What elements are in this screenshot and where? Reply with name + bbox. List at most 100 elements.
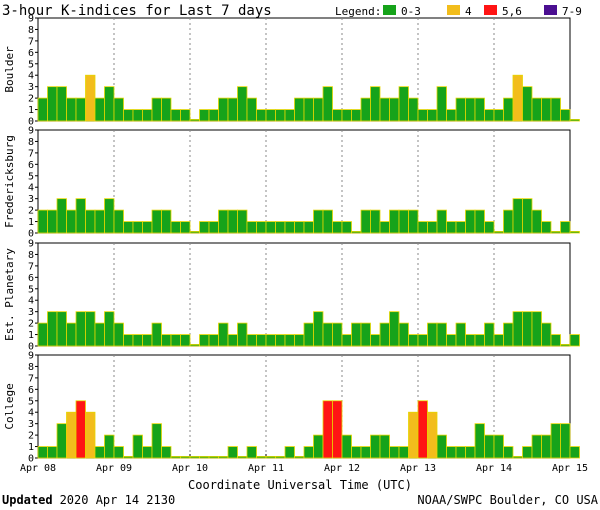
y-tick-label: 3: [28, 419, 34, 430]
k-index-bar: [503, 322, 514, 347]
k-index-bar: [170, 455, 181, 459]
footer-source: NOAA/SWPC Boulder, CO USA: [417, 493, 598, 507]
k-index-bar: [322, 209, 333, 234]
panel-label: Fredericksburg: [3, 135, 16, 228]
panel-label: Boulder: [3, 46, 16, 93]
k-index-bar: [389, 209, 400, 234]
y-tick-label: 4: [28, 71, 34, 82]
y-tick-label: 3: [28, 194, 34, 205]
y-tick-label: 6: [28, 385, 34, 396]
x-tick-label: Apr 10: [172, 463, 208, 474]
k-index-bar: [237, 86, 248, 122]
k-index-bar: [284, 334, 295, 347]
y-tick-label: 2: [28, 319, 34, 330]
k-index-bar: [218, 97, 229, 122]
k-index-bar: [398, 446, 409, 459]
k-index-bar: [465, 446, 476, 459]
k-index-bar: [180, 221, 191, 234]
k-index-bar: [560, 109, 571, 122]
k-index-bar: [446, 109, 457, 122]
k-index-bar: [436, 434, 447, 459]
k-index-bar: [284, 446, 295, 459]
k-index-bar: [142, 446, 153, 459]
k-index-bar: [37, 209, 48, 234]
k-index-bar: [199, 109, 210, 122]
legend-entry-label: 5,6: [502, 5, 522, 18]
k-index-bar: [541, 97, 552, 122]
y-tick-label: 2: [28, 94, 34, 105]
y-tick-label: 9: [28, 126, 34, 137]
k-index-bar: [123, 221, 134, 234]
k-index-bar: [56, 423, 67, 459]
k-index-bar: [398, 322, 409, 347]
legend-swatch: [447, 5, 460, 15]
k-index-bar: [360, 322, 371, 347]
y-tick-label: 8: [28, 25, 34, 36]
k-index-bar: [474, 97, 485, 122]
k-index-bar: [408, 97, 419, 122]
k-index-bar: [370, 334, 381, 347]
x-tick-label: Apr 08: [20, 463, 56, 474]
k-index-bar: [550, 423, 561, 459]
y-tick-label: 3: [28, 82, 34, 93]
y-tick-label: 0: [28, 342, 34, 353]
footer: Updated 2020 Apr 14 2130 NOAA/SWPC Boulde…: [2, 493, 599, 507]
k-index-bar: [132, 434, 143, 459]
k-index-bar: [351, 109, 362, 122]
k-index-bar: [474, 209, 485, 234]
k-index-bar: [541, 221, 552, 234]
k-index-bar: [417, 109, 428, 122]
k-index-bar: [208, 455, 219, 459]
k-index-bar: [161, 446, 172, 459]
k-index-bar: [142, 334, 153, 347]
k-index-bar: [104, 311, 115, 347]
k-index-bar: [379, 322, 390, 347]
k-index-bar: [360, 209, 371, 234]
k-index-bar: [227, 446, 238, 459]
k-index-bar: [161, 97, 172, 122]
k-index-bar: [37, 322, 48, 347]
chart-title: 3-hour K-indices for Last 7 days: [2, 3, 272, 19]
k-index-bar: [313, 209, 324, 234]
y-tick-label: 2: [28, 206, 34, 217]
k-index-bar: [484, 434, 495, 459]
k-index-bar: [332, 322, 343, 347]
k-index-bar: [256, 221, 267, 234]
k-index-bar: [370, 86, 381, 122]
k-index-bar: [227, 209, 238, 234]
k-index-bar: [569, 119, 580, 122]
y-tick-label: 0: [28, 229, 34, 240]
k-index-bar: [47, 209, 58, 234]
k-index-bar: [113, 209, 124, 234]
k-index-bar: [436, 209, 447, 234]
legend-swatch: [484, 5, 497, 15]
k-index-bar: [142, 221, 153, 234]
legend-label: Legend:: [335, 5, 381, 18]
panel-label: Est. Planetary: [3, 248, 16, 341]
k-index-bar: [446, 334, 457, 347]
k-index-bar: [246, 446, 257, 459]
k-index-bar: [370, 434, 381, 459]
k-index-bar: [541, 434, 552, 459]
k-index-bar: [94, 322, 105, 347]
k-index-bar: [284, 221, 295, 234]
k-index-bar: [294, 455, 305, 459]
k-index-bar: [75, 198, 86, 234]
k-index-bar: [94, 209, 105, 234]
k-index-bar: [85, 209, 96, 234]
k-index-bar: [56, 86, 67, 122]
k-index-bar: [417, 334, 428, 347]
k-index-bar: [218, 322, 229, 347]
k-index-bar: [379, 221, 390, 234]
k-index-bar: [246, 334, 257, 347]
y-tick-label: 9: [28, 239, 34, 250]
k-index-bar: [455, 221, 466, 234]
k-index-bar: [341, 109, 352, 122]
k-index-bar: [123, 334, 134, 347]
k-index-bar: [37, 446, 48, 459]
x-axis: Apr 08 Apr 09 Apr 10 Apr 11 Apr 12 Apr 13 Apr …: [20, 463, 588, 474]
k-index-bar: [132, 109, 143, 122]
